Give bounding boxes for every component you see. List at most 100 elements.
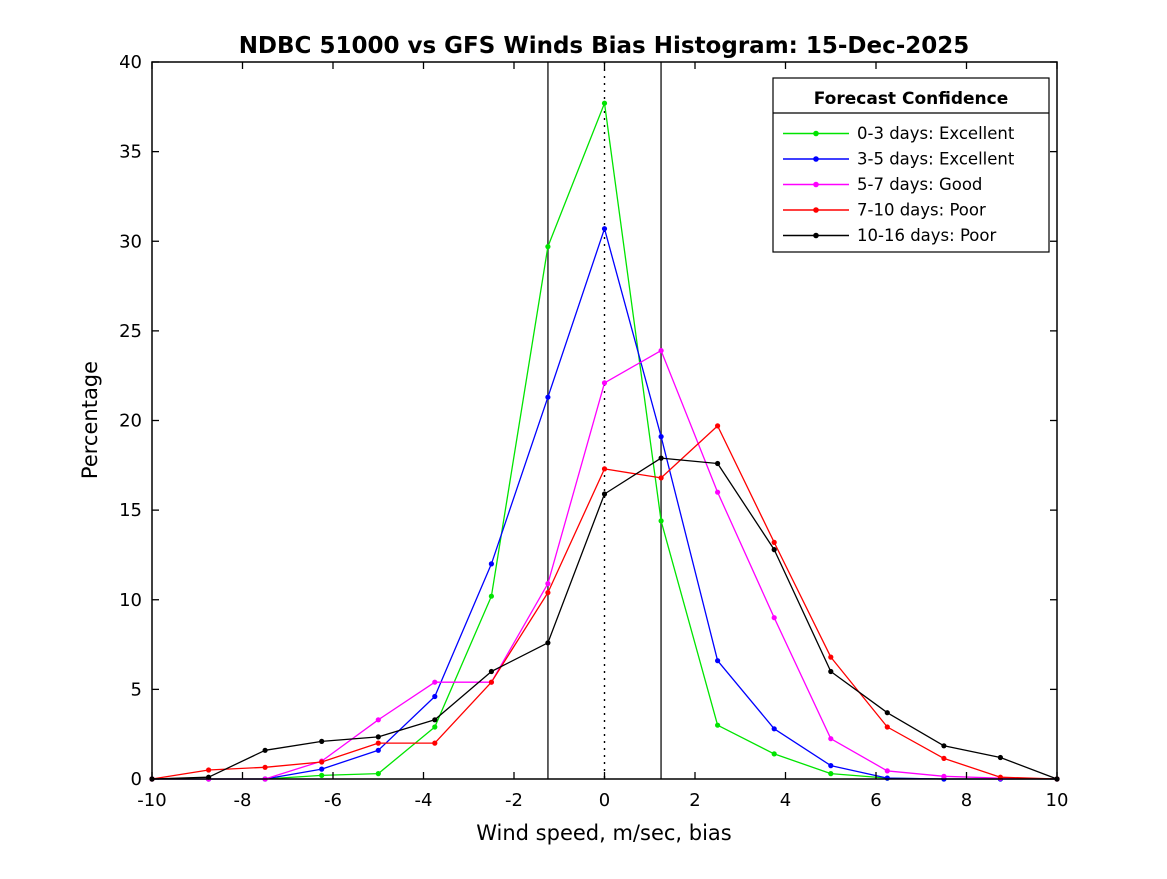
data-point-marker: [601, 380, 608, 386]
data-point-marker: [828, 668, 834, 675]
legend-marker-dot: [813, 232, 819, 239]
legend-entry-label: 5-7 days: Good: [857, 175, 982, 194]
data-point-marker: [601, 466, 608, 472]
data-point-marker: [658, 348, 664, 354]
data-point-marker: [262, 764, 268, 770]
data-point-marker: [941, 743, 947, 749]
data-point-marker: [828, 736, 834, 742]
legend-item[interactable]: 7-10 days: Poor: [783, 201, 986, 220]
data-point-marker: [658, 434, 664, 440]
data-point-marker: [884, 724, 890, 730]
x-tick-label: 6: [870, 790, 881, 811]
y-tick-label: 20: [119, 411, 142, 432]
legend-entry-label: 7-10 days: Poor: [857, 201, 986, 220]
data-point-marker: [997, 754, 1004, 761]
data-point-marker: [375, 734, 381, 740]
reference-lines-layer: [547, 62, 662, 779]
data-point-marker: [941, 755, 947, 762]
x-tick-label: 8: [961, 790, 972, 811]
y-tick-label: 25: [119, 321, 142, 342]
y-tick-label: 35: [119, 142, 142, 163]
data-point-marker: [658, 455, 664, 461]
x-tick-label: -6: [324, 790, 342, 811]
data-point-marker: [601, 491, 608, 497]
data-point-marker: [319, 766, 325, 772]
x-tick-label: -10: [137, 790, 166, 811]
axes-layer: -10 -8 -6 -4 -2 0 2 4 6 8 10 0 5 10 15 20 25 30 35 40: [119, 52, 1068, 811]
data-point-marker: [488, 668, 494, 675]
data-point-marker: [488, 679, 494, 685]
data-point-marker: [262, 747, 268, 753]
data-point-marker: [545, 590, 551, 596]
y-tick-label: 0: [131, 769, 142, 790]
data-point-marker: [545, 640, 551, 646]
y-tick-label: 30: [119, 231, 142, 252]
y-tick-label: 5: [131, 679, 142, 700]
data-point-marker: [715, 722, 721, 728]
legend-entry-label: 10-16 days: Poor: [857, 226, 996, 245]
legend-item[interactable]: 10-16 days: Poor: [783, 226, 996, 245]
series-line: [151, 457, 1058, 780]
data-point-marker: [319, 772, 325, 779]
data-point-marker: [545, 394, 551, 400]
data-point-marker: [432, 679, 438, 685]
legend-item[interactable]: 0-3 days: Excellent: [783, 124, 1015, 143]
data-point-marker: [319, 759, 325, 765]
data-point-marker: [771, 539, 777, 546]
legend: Forecast Confidence 0-3 days: Excellent …: [772, 77, 1050, 253]
data-point-marker: [884, 775, 890, 781]
data-point-marker: [715, 460, 721, 467]
legend-box: [772, 77, 1050, 253]
data-point-marker: [375, 747, 381, 753]
x-tick-label: 2: [689, 790, 700, 811]
x-tick-label: -8: [234, 790, 252, 811]
data-point-marker: [601, 100, 608, 106]
data-point-marker: [884, 768, 890, 774]
data-point-marker: [319, 738, 325, 745]
data-point-marker: [771, 547, 777, 553]
data-point-marker: [715, 658, 721, 664]
legend-marker-dot: [813, 181, 819, 188]
data-point-marker: [828, 771, 834, 777]
legend-marker-dot: [813, 207, 819, 213]
legend-marker-dot: [813, 156, 819, 162]
y-tick-label: 15: [119, 500, 142, 521]
legend-item[interactable]: 5-7 days: Good: [783, 175, 982, 194]
y-tick-label: 10: [119, 590, 142, 611]
data-point-marker: [771, 751, 777, 757]
data-series-layer: [149, 100, 1060, 782]
data-point-marker: [375, 717, 381, 723]
data-point-marker: [658, 475, 664, 481]
y-axis-label: Percentage: [78, 361, 102, 479]
data-point-marker: [715, 489, 721, 495]
legend-marker-dot: [813, 130, 819, 137]
data-point-marker: [715, 423, 721, 429]
legend-item[interactable]: 3-5 days: Excellent: [783, 150, 1015, 169]
legend-entry-label: 0-3 days: Excellent: [857, 124, 1015, 143]
data-point-marker: [432, 740, 438, 746]
data-point-marker: [375, 771, 381, 777]
data-point-marker: [488, 561, 494, 567]
data-point-marker: [432, 724, 438, 730]
data-point-marker: [941, 773, 947, 779]
data-point-marker: [432, 693, 438, 700]
data-point-marker: [488, 593, 494, 599]
x-tick-label: 4: [780, 790, 791, 811]
data-point-marker: [771, 726, 777, 732]
x-axis-label: Wind speed, m/sec, bias: [476, 821, 732, 845]
x-tick-label: 0: [599, 790, 610, 811]
data-point-marker: [601, 226, 608, 232]
legend-title: Forecast Confidence: [814, 89, 1009, 109]
legend-entry-label: 3-5 days: Excellent: [857, 150, 1015, 169]
x-tick-label: -4: [415, 790, 433, 811]
data-point-marker: [771, 615, 777, 621]
x-tick-label: -2: [505, 790, 523, 811]
data-point-marker: [828, 763, 834, 769]
data-point-marker: [206, 767, 212, 773]
data-point-marker: [432, 717, 438, 723]
data-point-marker: [884, 710, 890, 716]
x-tick-label: 10: [1046, 790, 1069, 811]
data-point-marker: [545, 244, 551, 250]
